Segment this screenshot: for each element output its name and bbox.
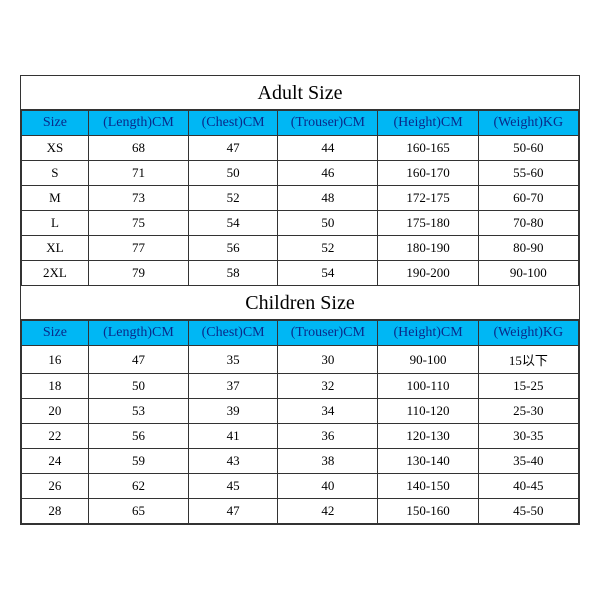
- table-row: M735248172-17560-70: [22, 186, 579, 211]
- col-weight: (Weight)KG: [478, 111, 578, 136]
- children-body: 1647353090-10015以下 18503732100-11015-25 …: [22, 346, 579, 524]
- col-size: Size: [22, 321, 89, 346]
- col-trouser: (Trouser)CM: [278, 111, 378, 136]
- col-trouser: (Trouser)CM: [278, 321, 378, 346]
- table-row: 18503732100-11015-25: [22, 374, 579, 399]
- children-title: Children Size: [21, 286, 579, 320]
- col-chest: (Chest)CM: [189, 321, 278, 346]
- col-height: (Height)CM: [378, 321, 478, 346]
- table-row: 24594338130-14035-40: [22, 449, 579, 474]
- col-height: (Height)CM: [378, 111, 478, 136]
- col-length: (Length)CM: [88, 321, 188, 346]
- table-row: XL775652180-19080-90: [22, 236, 579, 261]
- size-chart: Adult Size Size (Length)CM (Chest)CM (Tr…: [20, 75, 580, 525]
- table-row: 26624540140-15040-45: [22, 474, 579, 499]
- table-row: 22564136120-13030-35: [22, 424, 579, 449]
- col-chest: (Chest)CM: [189, 111, 278, 136]
- adult-body: XS684744160-16550-60 S715046160-17055-60…: [22, 136, 579, 286]
- children-header-row: Size (Length)CM (Chest)CM (Trouser)CM (H…: [22, 321, 579, 346]
- adult-title: Adult Size: [21, 76, 579, 110]
- table-row: 20533934110-12025-30: [22, 399, 579, 424]
- col-size: Size: [22, 111, 89, 136]
- adult-header-row: Size (Length)CM (Chest)CM (Trouser)CM (H…: [22, 111, 579, 136]
- table-row: 2XL795854190-20090-100: [22, 261, 579, 286]
- col-length: (Length)CM: [88, 111, 188, 136]
- table-row: L755450175-18070-80: [22, 211, 579, 236]
- table-row: 28654742150-16045-50: [22, 499, 579, 524]
- col-weight: (Weight)KG: [478, 321, 578, 346]
- table-row: XS684744160-16550-60: [22, 136, 579, 161]
- adult-table: Size (Length)CM (Chest)CM (Trouser)CM (H…: [21, 110, 579, 286]
- children-table: Size (Length)CM (Chest)CM (Trouser)CM (H…: [21, 320, 579, 524]
- table-row: 1647353090-10015以下: [22, 346, 579, 374]
- table-row: S715046160-17055-60: [22, 161, 579, 186]
